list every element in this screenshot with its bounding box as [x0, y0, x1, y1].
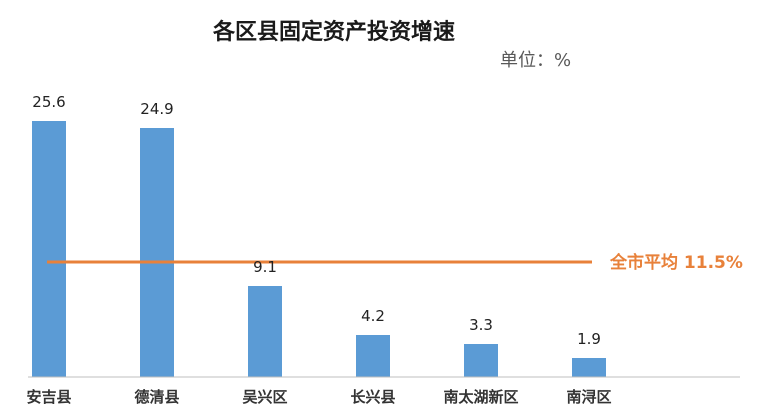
data-label: 24.9	[140, 100, 173, 118]
x-tick-label: 安吉县	[26, 388, 71, 406]
unit-label: 单位：%	[500, 50, 572, 71]
x-tick-label: 长兴县	[350, 388, 395, 406]
x-tick-label: 南太湖新区	[443, 388, 518, 406]
data-label: 3.3	[469, 316, 493, 334]
chart-title: 各区县固定资产投资增速	[212, 20, 455, 45]
x-tick-label: 吴兴区	[242, 388, 287, 406]
bar-5	[464, 344, 498, 377]
bars-layer	[32, 121, 606, 377]
x-tick-label: 德清县	[134, 388, 179, 406]
average-reference-label: 全市平均 11.5%	[609, 252, 743, 273]
data-label: 1.9	[577, 330, 601, 348]
bar-2	[140, 128, 174, 377]
data-label: 9.1	[253, 258, 277, 276]
bar-3	[248, 286, 282, 377]
data-label: 25.6	[32, 93, 65, 111]
x-tick-label: 南浔区	[566, 388, 611, 406]
bar-6	[572, 358, 606, 377]
labels-layer: 25.6 安吉县 24.9 德清县 9.1 吴兴区 4.2 长兴县 3.3 南太湖新区 1.9 南浔区	[26, 93, 611, 406]
bar-4	[356, 335, 390, 377]
data-label: 4.2	[361, 307, 385, 325]
bar-1	[32, 121, 66, 377]
